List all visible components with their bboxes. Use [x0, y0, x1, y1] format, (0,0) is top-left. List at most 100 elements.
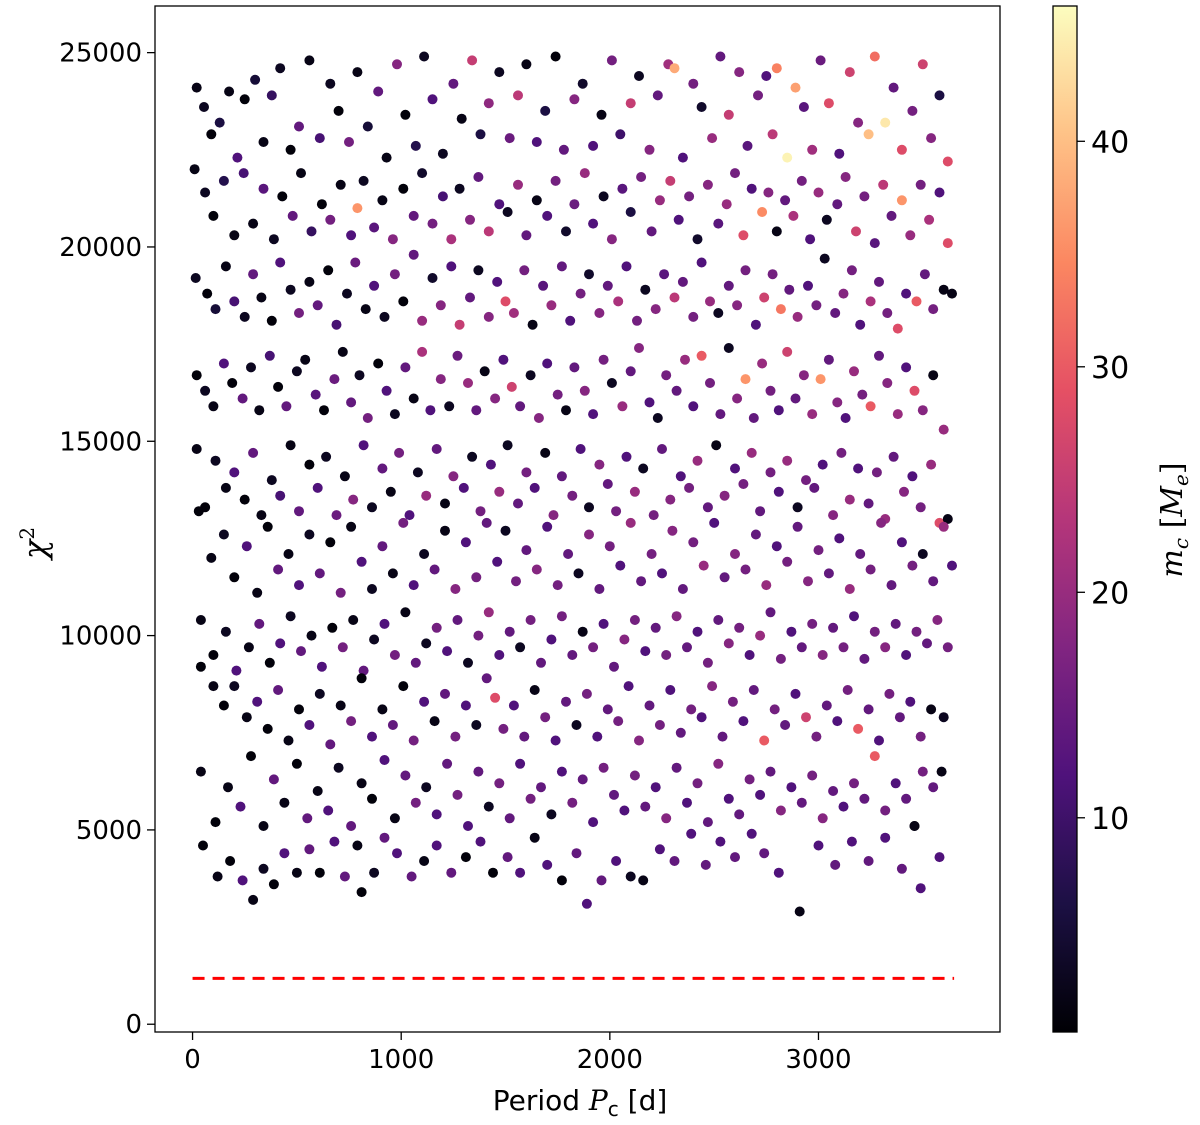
data-point — [878, 179, 889, 190]
data-point — [446, 234, 457, 245]
data-point — [387, 720, 398, 730]
data-point — [807, 618, 818, 629]
data-point — [325, 78, 336, 89]
data-point — [419, 696, 430, 707]
data-point — [611, 856, 622, 866]
data-point — [723, 793, 734, 804]
data-point — [926, 704, 937, 715]
data-point — [846, 265, 857, 276]
data-point — [598, 354, 609, 365]
data-point — [335, 587, 346, 598]
data-point — [302, 813, 313, 824]
data-point — [312, 786, 323, 796]
data-point — [550, 175, 561, 186]
data-point — [648, 510, 659, 521]
data-point — [859, 793, 870, 804]
data-point — [792, 521, 803, 532]
data-point — [669, 856, 680, 866]
data-point — [398, 183, 409, 194]
data-point — [312, 300, 323, 311]
data-point — [901, 362, 912, 373]
data-point — [398, 681, 409, 692]
data-point — [264, 657, 275, 668]
data-point — [546, 809, 557, 820]
data-point — [573, 568, 584, 579]
x-tick-label: 2000 — [577, 1045, 643, 1075]
data-point — [515, 642, 526, 653]
data-point — [702, 179, 713, 190]
data-point — [798, 370, 809, 381]
data-point — [279, 797, 290, 808]
data-point — [446, 261, 457, 272]
data-point — [275, 63, 286, 74]
data-point — [519, 265, 530, 276]
data-point — [671, 385, 682, 396]
data-point — [636, 576, 647, 587]
data-point — [644, 397, 655, 408]
data-point — [408, 210, 419, 221]
data-point — [460, 537, 471, 548]
data-point — [717, 731, 728, 742]
data-point — [640, 801, 651, 812]
data-point — [475, 506, 486, 517]
data-point — [241, 541, 252, 552]
data-point — [525, 615, 536, 625]
data-point — [775, 304, 786, 315]
data-point — [794, 906, 805, 917]
data-point — [692, 455, 703, 466]
data-point — [840, 413, 851, 423]
data-point — [863, 129, 874, 140]
data-point — [890, 618, 901, 629]
data-point — [654, 195, 665, 206]
data-point — [467, 451, 478, 462]
data-point — [915, 883, 926, 894]
data-point — [362, 121, 373, 132]
data-point — [494, 778, 505, 789]
data-point — [688, 401, 699, 412]
data-point — [842, 685, 853, 695]
data-point — [348, 494, 359, 505]
data-point — [646, 549, 657, 559]
data-point — [208, 650, 219, 660]
data-point — [392, 59, 402, 70]
data-point — [721, 199, 732, 210]
data-point — [463, 378, 473, 388]
data-point — [190, 273, 201, 283]
data-point — [492, 276, 503, 287]
data-point — [606, 55, 617, 66]
data-point — [304, 720, 315, 730]
data-point — [200, 187, 211, 198]
data-point — [325, 537, 336, 548]
data-point — [304, 844, 315, 855]
data-point — [740, 564, 751, 575]
data-point — [604, 541, 615, 552]
data-point — [492, 556, 503, 567]
data-point — [400, 109, 411, 120]
data-point — [886, 580, 897, 591]
data-point — [536, 782, 546, 793]
data-point — [596, 875, 607, 886]
data-point — [400, 362, 411, 373]
data-point — [387, 234, 398, 245]
data-point — [871, 467, 882, 478]
data-point — [556, 611, 567, 622]
data-point — [542, 358, 553, 369]
data-point — [258, 183, 269, 194]
data-point — [463, 821, 473, 831]
data-point — [458, 482, 469, 493]
data-point — [851, 226, 861, 237]
data-point — [519, 731, 530, 742]
data-point — [771, 226, 782, 237]
data-point — [218, 529, 229, 540]
data-point — [452, 350, 463, 361]
data-point — [440, 525, 450, 536]
data-point — [874, 350, 884, 361]
data-point — [238, 168, 249, 179]
data-point — [602, 479, 613, 489]
data-point — [942, 642, 953, 653]
data-point — [435, 374, 446, 385]
data-point — [899, 486, 909, 497]
data-point — [339, 471, 350, 482]
data-point — [917, 549, 928, 559]
data-point — [214, 117, 225, 128]
